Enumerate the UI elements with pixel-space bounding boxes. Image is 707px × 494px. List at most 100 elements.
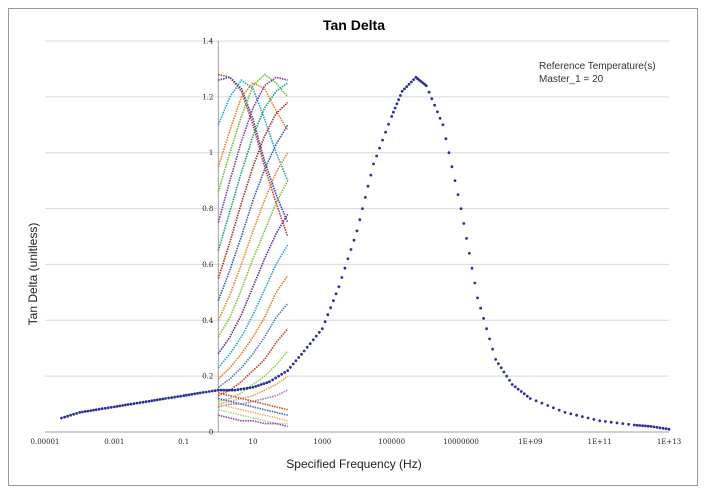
master-curve-point-50	[204, 390, 208, 394]
master-curve-point-39	[173, 395, 177, 399]
master-curve-point-151	[479, 306, 482, 310]
master-temperature-annotation: Master_1 = 20	[539, 74, 604, 85]
master-curve-point-61	[236, 388, 240, 391]
master-curve-point-124	[409, 80, 413, 84]
master-curve-point-20	[118, 404, 122, 408]
master-curve-point-26	[135, 401, 139, 405]
master-curve-point-84	[302, 349, 306, 353]
master-curve-point-16	[106, 406, 110, 410]
master-curve-point-136	[436, 110, 439, 114]
y-tick-label-4: 0.8	[202, 205, 213, 213]
master-curve-point-56	[222, 388, 226, 392]
master-curve-point-38	[170, 396, 174, 399]
master-curve-point-3	[69, 413, 72, 417]
master-curve-point-159	[502, 370, 506, 374]
master-curve-point-157	[497, 362, 500, 365]
master-curve-point-25	[132, 402, 136, 405]
isotherm-series-11	[217, 213, 289, 355]
master-curve-point-148	[470, 266, 474, 270]
isotherm-series-1	[218, 76, 289, 223]
isotherm-series-4	[217, 73, 289, 193]
y-tick-label-2: 0.4	[202, 317, 214, 325]
isotherm-series-22	[218, 408, 288, 425]
master-curve-point-73	[271, 378, 274, 382]
isotherm-series-group	[217, 73, 289, 428]
master-curve-point-24	[129, 402, 133, 406]
master-curve-point-30	[147, 399, 151, 403]
isotherm-series-12	[217, 244, 289, 369]
master-curve-point-34	[158, 398, 162, 401]
isotherm-series-10	[217, 180, 289, 338]
master-curve-point-186	[632, 423, 636, 427]
master-curve-point-185	[627, 422, 630, 426]
master-curve-point-141	[450, 165, 454, 169]
master-curve-point-149	[473, 281, 477, 285]
master-curve-point-12	[94, 408, 98, 412]
master-curve-point-158	[499, 366, 503, 370]
master-curve-point-14	[100, 407, 104, 411]
isotherm-series-9	[217, 152, 289, 321]
master-curve-point-132	[424, 84, 428, 88]
isotherm-series-14	[217, 302, 289, 388]
master-curve-point-81	[294, 359, 298, 363]
master-curve-point-195	[658, 426, 662, 430]
chart-frame: Tan Delta 0 0.2 0.4 0.6 0.8 1 1.2 1.4 0.00001 0.…	[8, 8, 698, 486]
master-curve-point-177	[580, 415, 584, 418]
master-curve-point-41	[179, 394, 183, 398]
master-curve-point-89	[317, 331, 321, 334]
master-curve-point-44	[187, 393, 191, 397]
master-curve-point-147	[467, 251, 471, 255]
y-tick-labels: 0 0.2 0.4 0.6 0.8 1 1.2 1.4	[202, 38, 214, 437]
master-curve-point-138	[441, 123, 445, 127]
master-curve-point-17	[109, 405, 113, 409]
master-curve-point-107	[369, 173, 373, 177]
master-curve-point-155	[491, 347, 494, 351]
master-curve-point-11	[92, 408, 95, 412]
master-curve-point-171	[546, 404, 550, 407]
master-curve-point-42	[182, 394, 186, 398]
master-curve-point-109	[375, 154, 378, 158]
x-tick-label-2: 0.1	[178, 438, 189, 446]
chart-title: Tan Delta	[323, 17, 385, 33]
master-curve-point-108	[372, 162, 375, 166]
master-curve-point-112	[384, 130, 387, 134]
master-curve-point-46	[193, 392, 197, 396]
master-curve-point-117	[395, 102, 399, 106]
master-curve-point-152	[482, 317, 485, 320]
master-curve-point-139	[444, 137, 448, 141]
master-curve-point-0	[60, 416, 63, 420]
master-curve-point-28	[141, 400, 145, 404]
isotherm-series-21	[218, 403, 288, 422]
master-curve-point-13	[97, 407, 101, 411]
master-curve-point-53	[213, 389, 217, 392]
master-curve-point-187	[635, 423, 639, 427]
master-curve-point-119	[399, 94, 402, 97]
x-tick-label-4: 1000	[313, 438, 331, 446]
master-curve-point-23	[126, 403, 130, 406]
master-curve-point-8	[83, 410, 87, 413]
master-curve-point-88	[314, 334, 318, 338]
master-curve-point-91	[323, 320, 327, 324]
master-curve-point-160	[505, 374, 509, 378]
master-curve-point-69	[259, 383, 263, 386]
master-curve-point-63	[242, 387, 246, 391]
x-tick-label-1: 0.001	[104, 438, 124, 446]
x-tick-label-8: 1E+11	[587, 438, 611, 446]
master-curve-point-140	[447, 151, 451, 155]
master-curve-point-4	[72, 412, 75, 416]
isotherm-series-20	[218, 397, 288, 416]
grid-lines	[45, 40, 669, 433]
master-curve-point-70	[262, 382, 266, 385]
master-curve-point-161	[508, 378, 511, 382]
master-curve-point-173	[557, 408, 561, 412]
tan-delta-chart: Tan Delta 00.20.40.60.811.21.4 0.00001 0.…	[26, 17, 681, 471]
master-curve-point-7	[81, 410, 84, 414]
master-curve-point-163	[513, 385, 517, 389]
master-curve-point-55	[219, 388, 223, 392]
master-curve-point-71	[265, 381, 269, 385]
master-curve-series	[60, 75, 671, 431]
master-curve-point-189	[641, 424, 644, 428]
master-curve-point-135	[433, 103, 436, 107]
master-curve-point-116	[393, 106, 397, 110]
master-curve-point-162	[510, 383, 514, 386]
